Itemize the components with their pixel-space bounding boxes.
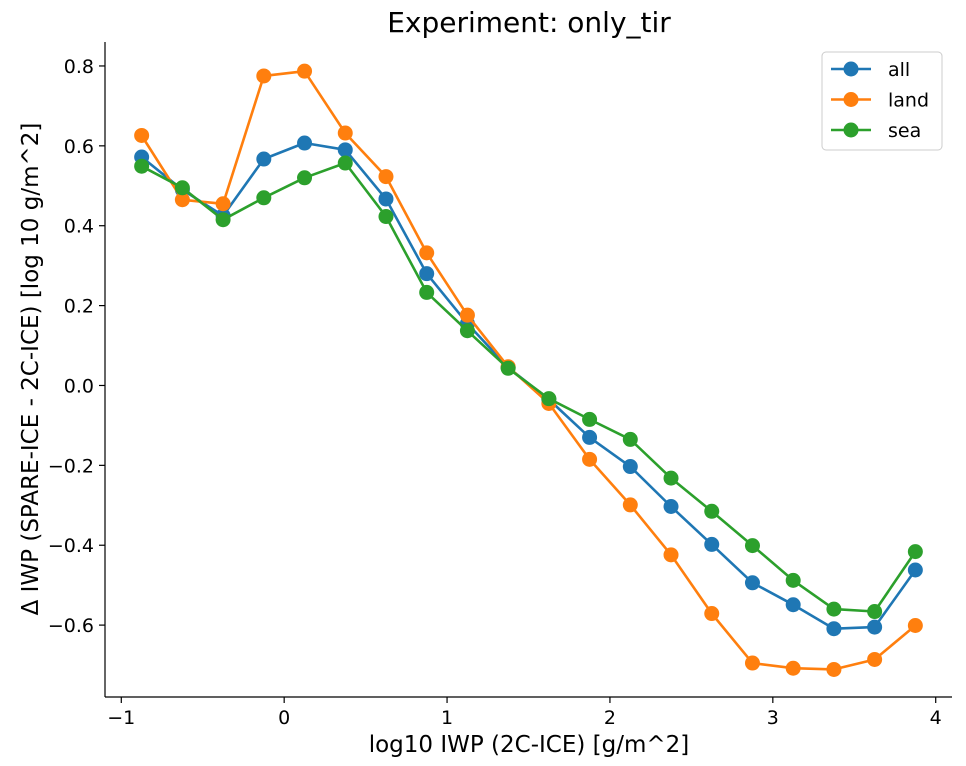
data-point-land (826, 661, 842, 677)
y-tick-label: −0.4 (48, 535, 94, 557)
data-point-all (378, 191, 394, 207)
data-point-sea (622, 431, 638, 447)
data-point-all (704, 536, 720, 552)
data-point-land (134, 127, 150, 143)
series-line-sea (140, 161, 917, 613)
y-tick-label: 0.4 (64, 216, 94, 238)
axes: −1 0 1 2 3 4 −0.6 −0.4 −0.2 0.0 0.2 0.4 0.6 0.8 (48, 42, 952, 729)
data-point-sea (867, 604, 883, 620)
legend-marker (843, 61, 859, 77)
data-point-land (459, 307, 475, 323)
data-point-sea (134, 158, 150, 174)
chart-title: Experiment: only_tir (387, 6, 671, 39)
data-point-land (419, 245, 435, 261)
x-tick-label: −1 (107, 707, 135, 729)
series-sea (134, 155, 923, 620)
data-point-sea (174, 180, 190, 196)
data-point-sea (500, 360, 516, 376)
data-point-sea (663, 470, 679, 486)
data-point-land (215, 196, 231, 212)
x-tick-label: 2 (604, 707, 616, 729)
data-point-land (174, 192, 190, 208)
y-axis-label: Δ IWP (SPARE-ICE - 2C-ICE) [log 10 g/m^2… (18, 123, 44, 616)
data-point-all (582, 429, 598, 445)
data-point-land (256, 68, 272, 84)
data-point-sea (459, 323, 475, 339)
data-point-all (419, 266, 435, 282)
data-point-land (297, 63, 313, 79)
y-tick-label: 0.8 (64, 56, 94, 78)
x-tick-label: 3 (767, 707, 779, 729)
legend-item-sea: sea (831, 120, 921, 142)
legend-item-all: all (831, 59, 910, 81)
data-point-sea (337, 155, 353, 171)
data-point-land (378, 169, 394, 185)
x-tick-label: 4 (930, 707, 942, 729)
data-point-all (622, 459, 638, 475)
data-point-sea (582, 411, 598, 427)
data-point-sea (826, 601, 842, 617)
y-tick-label: 0.2 (64, 296, 94, 318)
x-tick-label: 0 (278, 707, 290, 729)
y-tick-label: 0.0 (64, 375, 94, 397)
data-point-all (744, 575, 760, 591)
data-point-land (867, 651, 883, 667)
data-point-land (907, 618, 923, 634)
data-point-land (704, 606, 720, 622)
data-point-sea (215, 212, 231, 228)
data-point-sea (256, 190, 272, 206)
data-point-land (663, 547, 679, 563)
data-point-all (907, 562, 923, 578)
data-point-land (785, 660, 801, 676)
x-axis-label: log10 IWP (2C-ICE) [g/m^2] (369, 732, 690, 758)
data-point-land (622, 497, 638, 513)
y-tick-label: −0.2 (48, 455, 94, 477)
data-point-all (867, 619, 883, 635)
data-point-land (582, 451, 598, 467)
data-point-sea (907, 544, 923, 560)
data-point-all (297, 135, 313, 151)
data-point-land (337, 125, 353, 141)
data-point-sea (744, 538, 760, 554)
data-point-all (256, 151, 272, 167)
data-point-all (663, 498, 679, 514)
legend-item-land: land (831, 90, 929, 112)
legend-label: all (888, 59, 910, 81)
data-point-sea (704, 503, 720, 519)
y-tick-label: −0.6 (48, 615, 94, 637)
legend-label: land (888, 90, 929, 112)
series-land (134, 63, 923, 677)
data-point-all (337, 142, 353, 158)
data-point-sea (378, 209, 394, 225)
data-point-all (826, 621, 842, 637)
legend-marker (843, 122, 859, 138)
legend: all land sea (821, 51, 943, 151)
legend-marker (843, 92, 859, 107)
data-point-all (785, 597, 801, 613)
data-point-sea (541, 391, 557, 407)
data-point-sea (419, 284, 435, 300)
y-tick-label: 0.6 (64, 136, 94, 158)
legend-label: sea (888, 120, 921, 142)
data-point-sea (297, 170, 313, 186)
data-point-sea (785, 572, 801, 588)
data-point-land (744, 655, 760, 671)
x-tick-label: 1 (441, 707, 453, 729)
series-layer (134, 63, 923, 677)
